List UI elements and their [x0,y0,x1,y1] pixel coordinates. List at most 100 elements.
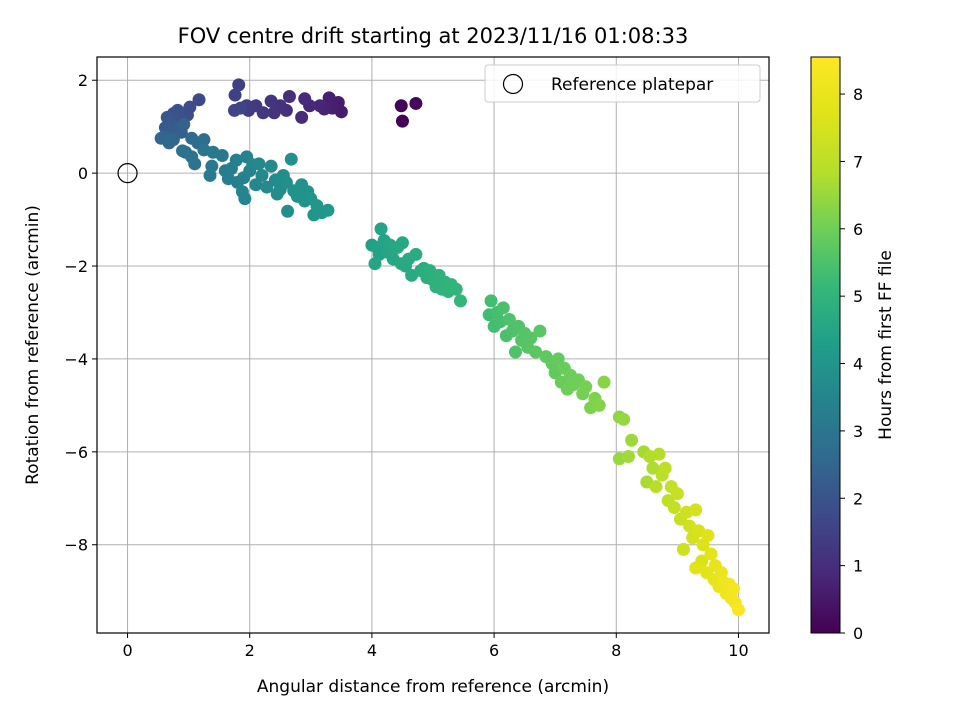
x-tick-label: 10 [728,641,748,660]
data-point [649,480,663,494]
colorbar-gradient [810,56,841,634]
data-point [264,94,278,108]
data-point [621,449,635,463]
y-axis-label: Rotation from reference (arcmin) [23,205,43,485]
data-point [689,503,703,517]
data-point [249,178,263,192]
data-point [188,157,202,171]
data-point [192,93,206,107]
data-points [154,78,745,617]
reference-platepar-marker [117,163,138,184]
data-point [282,89,296,103]
data-point [670,487,684,501]
data-point [727,582,741,596]
data-point [238,192,252,206]
legend-marker [502,73,524,95]
data-point [295,110,309,124]
data-point [227,103,241,117]
colorbar-tick-label: 8 [853,85,863,104]
colorbar-tick-label: 0 [853,624,863,643]
data-point [409,96,423,110]
chart-title: FOV centre drift starting at 2023/11/16 … [178,24,689,48]
data-point [374,222,388,236]
data-point [701,528,715,542]
data-point [284,152,298,166]
colorbar-tick-label: 2 [853,489,863,508]
data-point [177,117,191,131]
data-point [453,294,467,308]
colorbar-label: Hours from first FF file [876,250,896,440]
data-point [267,106,281,120]
y-tick-label: −6 [64,443,88,462]
data-point [395,114,409,128]
x-tick-label: 0 [122,641,132,660]
colorbar-ticks: 0 1 2 3 4 5 6 7 8 [840,85,863,643]
data-point [368,257,382,271]
legend-label: Reference platepar [551,75,713,95]
y-tick-label: −8 [64,536,88,555]
data-point [409,247,423,261]
data-point [652,447,666,461]
data-point [395,236,409,250]
data-point [176,144,190,158]
data-point [731,603,745,617]
colorbar-tick-label: 1 [853,557,863,576]
data-point [229,153,243,167]
x-tick-label: 6 [489,641,499,660]
data-point [617,412,631,426]
y-tick-label: −2 [64,257,88,276]
data-point [322,91,336,105]
legend: Reference platepar [484,64,761,103]
data-point [252,157,266,171]
x-tick-label: 8 [611,641,621,660]
legend-box [484,64,761,103]
data-point [279,175,293,189]
colorbar-tick-label: 4 [853,355,863,374]
colorbar-tick-label: 5 [853,287,863,306]
data-point [676,542,690,556]
data-point [533,324,547,338]
data-point [270,187,284,201]
data-point [215,148,229,162]
colorbar-tick-label: 3 [853,422,863,441]
data-point [203,168,217,182]
colorbar-tick-label: 6 [853,220,863,239]
data-point [658,461,672,475]
data-point [298,92,312,106]
data-point [502,312,516,326]
data-point [484,294,498,308]
data-point [197,133,211,147]
data-point [529,345,543,359]
x-axis-label: Angular distance from reference (arcmin) [257,677,609,697]
reference-marker-group [117,163,138,184]
axis-ticks: 0 2 4 6 8 10 2 0 −2 −4 −6 −8 [64,71,748,660]
data-point [551,352,565,366]
data-point [228,88,242,102]
data-point [524,331,538,345]
data-point [496,301,510,315]
data-point [394,99,408,113]
data-point [162,136,176,150]
colorbar: 0 1 2 3 4 5 6 7 8 Hours from first FF file [810,56,896,643]
data-point [255,168,269,182]
data-point [625,433,639,447]
data-point [264,159,278,173]
data-point [667,501,681,515]
data-point [646,461,660,475]
data-point [232,78,246,92]
data-point [592,398,606,412]
data-point [281,204,295,218]
data-point [508,345,522,359]
data-point [689,561,703,575]
colorbar-tick-label: 7 [853,152,863,171]
data-point [597,375,611,389]
y-tick-label: −4 [64,350,88,369]
y-tick-label: 0 [78,164,88,183]
x-tick-label: 4 [367,641,377,660]
data-point [704,547,718,561]
data-point [313,99,327,113]
plot-area-frame [96,56,770,634]
y-tick-label: 2 [78,71,88,90]
x-tick-label: 2 [245,641,255,660]
